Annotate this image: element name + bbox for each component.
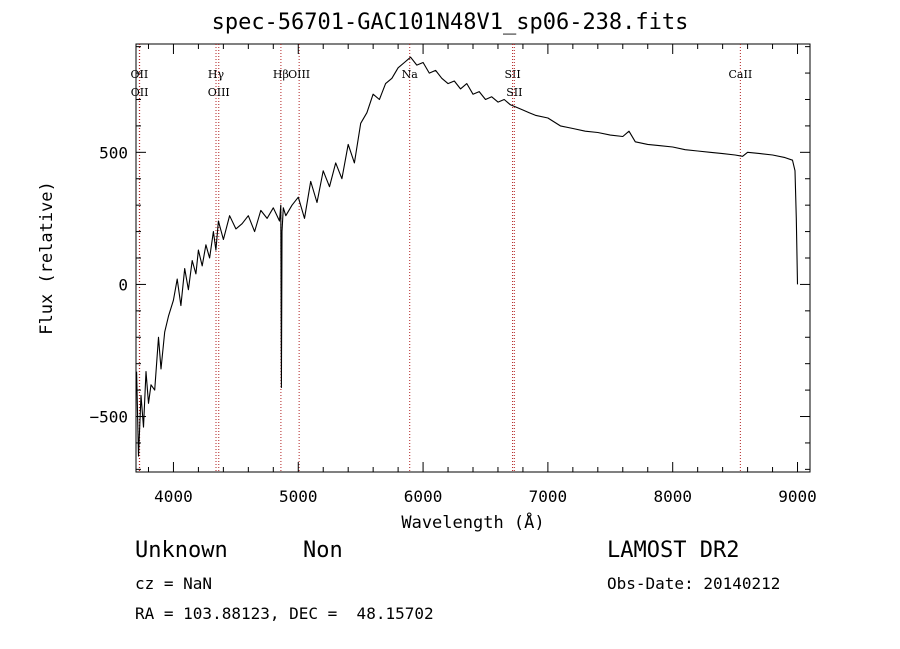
plot-frame bbox=[135, 43, 811, 473]
survey-name: LAMOST DR2 bbox=[607, 538, 740, 563]
line-marker-label-9: CaII bbox=[729, 68, 753, 81]
x-tick-label-6000: 6000 bbox=[404, 487, 443, 506]
y-tick-label--500: −500 bbox=[89, 408, 128, 427]
spectrum-series bbox=[136, 56, 799, 457]
y-axis-label: Flux (relative) bbox=[37, 181, 57, 335]
observation-date: Obs-Date: 20140212 bbox=[607, 574, 781, 593]
axis-labels: Wavelength (Å) Flux (relative) bbox=[37, 181, 545, 533]
line-marker-label-6: Na bbox=[402, 68, 419, 81]
line-marker-label-5: OIII bbox=[288, 68, 310, 81]
line-marker-label-7: SII bbox=[504, 68, 520, 81]
object-class: Unknown bbox=[135, 538, 228, 563]
x-tick-label-9000: 9000 bbox=[778, 487, 817, 506]
x-tick-label-7000: 7000 bbox=[529, 487, 568, 506]
redshift-cz: cz = NaN bbox=[135, 574, 213, 593]
y-tick-label-0: 0 bbox=[118, 275, 128, 294]
line-marker-label-3: OIII bbox=[208, 86, 230, 99]
y-tick-label-500: 500 bbox=[99, 143, 128, 162]
line-marker-label-4: Hβ bbox=[273, 68, 289, 81]
line-marker-label-2: Hγ bbox=[208, 68, 225, 81]
line-marker-label-1: OII bbox=[131, 86, 149, 99]
spectrum-line-0 bbox=[136, 56, 799, 457]
x-tick-label-8000: 8000 bbox=[653, 487, 692, 506]
x-tick-label-5000: 5000 bbox=[279, 487, 318, 506]
x-tick-label-4000: 4000 bbox=[154, 487, 193, 506]
chart-title: spec-56701-GAC101N48V1_sp06-238.fits bbox=[211, 10, 689, 35]
plot-border bbox=[135, 43, 811, 473]
axis-ticks: 4000 5000 6000 7000 8000 9000 −500 0 500 bbox=[89, 44, 817, 506]
object-subclass: Non bbox=[303, 538, 343, 563]
x-axis-label: Wavelength (Å) bbox=[401, 511, 544, 533]
line-marker-label-8: SII bbox=[506, 86, 522, 99]
ra-dec-coordinates: RA = 103.88123, DEC = 48.15702 bbox=[135, 604, 434, 623]
